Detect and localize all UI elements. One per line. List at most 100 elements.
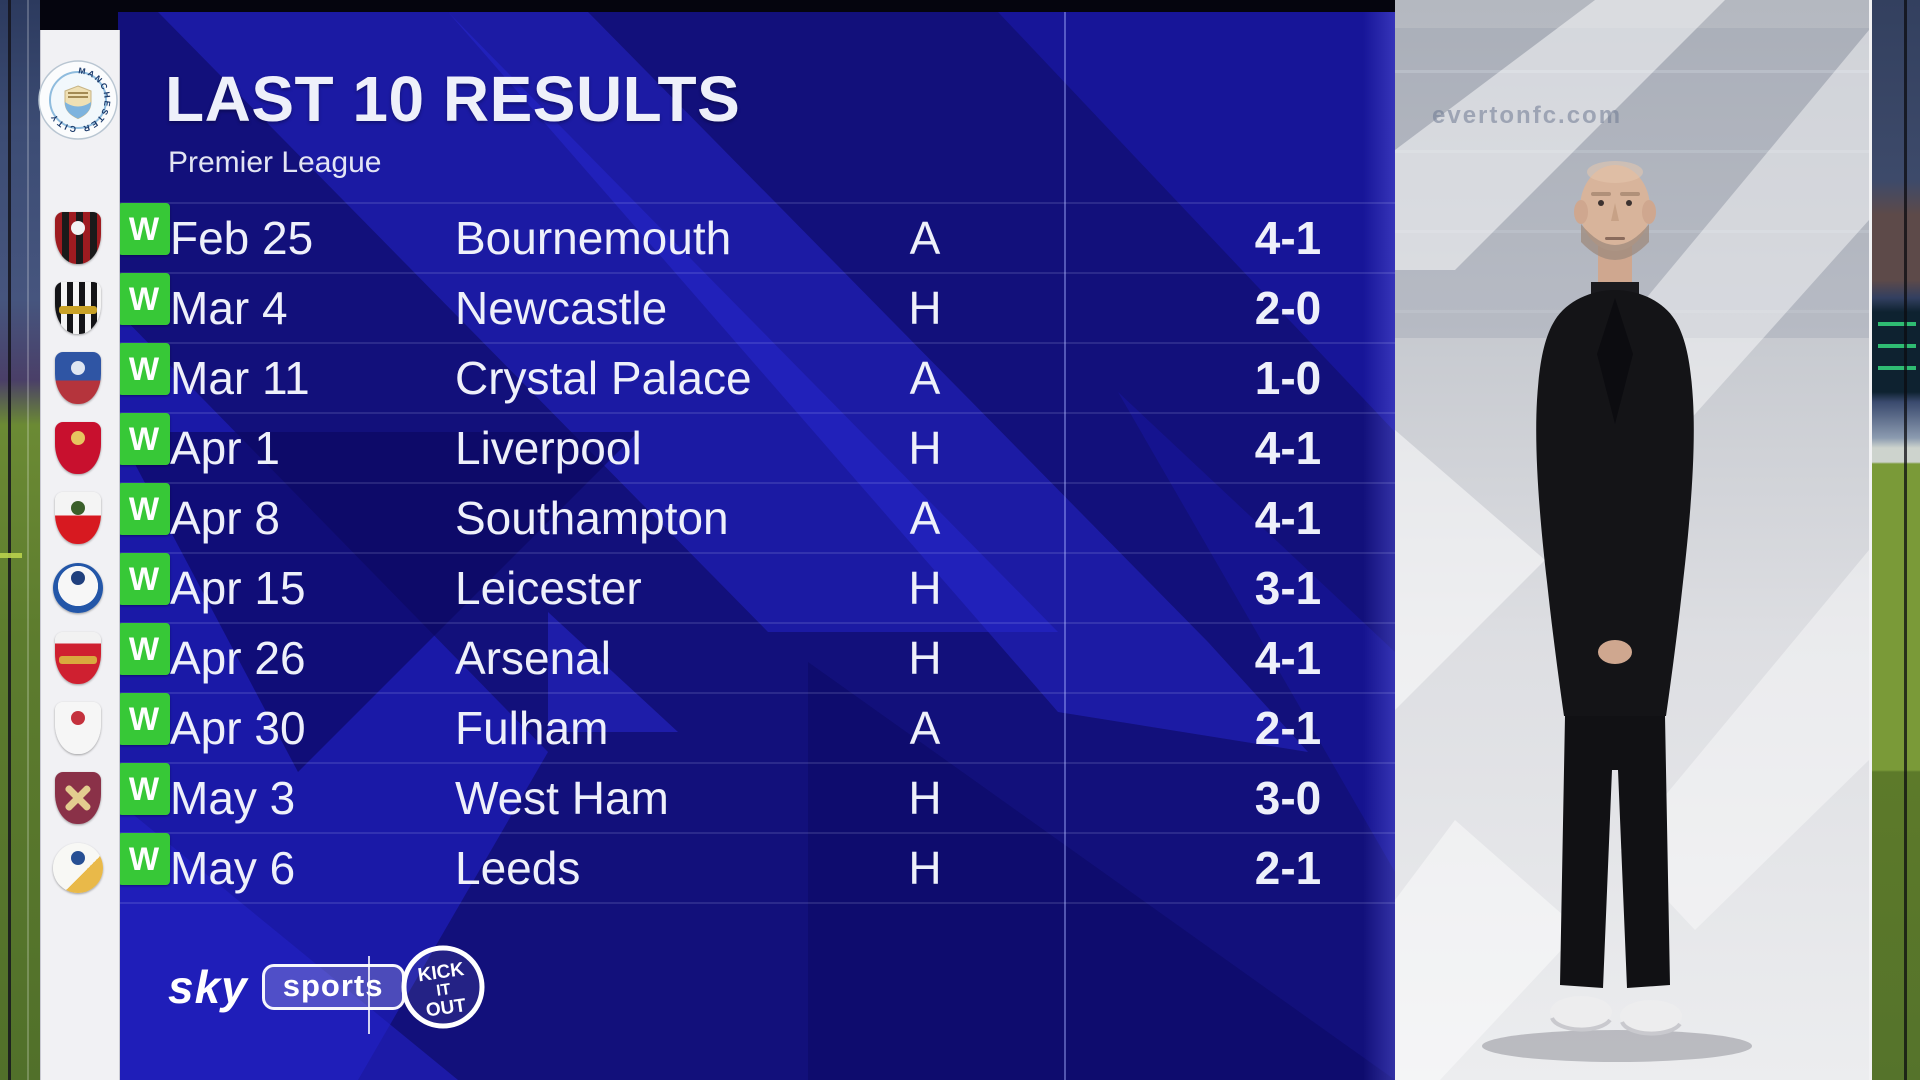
result-score: 3-1 xyxy=(1254,562,1322,614)
video-edge-line-right xyxy=(1904,0,1907,1080)
logo-divider-line xyxy=(368,956,370,1034)
sky-wordmark: sky xyxy=(168,961,248,1013)
row-separator xyxy=(118,762,1395,764)
result-outcome-badge: W xyxy=(118,273,170,325)
result-venue: A xyxy=(909,212,941,264)
row-separator xyxy=(118,272,1395,274)
badge-newcastle xyxy=(51,281,105,335)
result-venue: A xyxy=(909,492,941,544)
result-venue: H xyxy=(908,842,942,894)
result-row: Mar 11 Crystal Palace A W 1-0 xyxy=(118,343,1395,413)
arsenal-emblem xyxy=(58,655,98,664)
result-outcome-letter: W xyxy=(128,281,160,317)
result-outcome-letter: W xyxy=(128,561,160,597)
photo-panel-separator xyxy=(1869,0,1872,1080)
result-row: Feb 25 Bournemouth A W 4-1 xyxy=(118,203,1395,273)
scoreboard-led-line xyxy=(1878,344,1916,348)
result-score: 2-1 xyxy=(1254,702,1322,754)
row-separator xyxy=(118,482,1395,484)
result-date: Apr 30 xyxy=(170,702,306,754)
result-outcome-badge: W xyxy=(118,763,170,815)
result-date: Apr 15 xyxy=(170,562,306,614)
newcastle-emblem xyxy=(58,305,98,314)
result-outcome-badge: W xyxy=(118,623,170,675)
result-date: Apr 8 xyxy=(170,492,280,544)
leicester-emblem xyxy=(71,571,85,585)
sky-sports-logo: sky sports xyxy=(168,961,405,1013)
video-edge-line xyxy=(8,0,11,1080)
page-title: LAST 10 RESULTS xyxy=(165,63,741,135)
result-row: Apr 30 Fulham A W 2-1 xyxy=(118,693,1395,763)
manager-photo xyxy=(1395,0,1869,1080)
result-date: Apr 1 xyxy=(170,422,280,474)
result-opponent: Arsenal xyxy=(455,632,611,684)
result-date: Apr 26 xyxy=(170,632,306,684)
result-outcome-badge: W xyxy=(118,413,170,465)
result-outcome-letter: W xyxy=(128,841,160,877)
result-row: Apr 15 Leicester H W 3-1 xyxy=(118,553,1395,623)
badge-arsenal xyxy=(51,631,105,685)
result-venue: A xyxy=(909,702,941,754)
row-separator xyxy=(118,622,1395,624)
badge-leeds xyxy=(51,841,105,895)
result-outcome-letter: W xyxy=(128,771,160,807)
stadium-video-left-edge xyxy=(0,0,40,1080)
result-venue: H xyxy=(908,282,942,334)
badge-manchester-city: MANCHESTER CITY xyxy=(38,60,118,140)
result-row: Apr 8 Southampton A W 4-1 xyxy=(118,483,1395,553)
liverpool-emblem xyxy=(71,430,85,445)
badge-rail xyxy=(40,30,120,1080)
badge-bournemouth xyxy=(51,211,105,265)
bournemouth-emblem xyxy=(71,220,85,235)
result-opponent: Leeds xyxy=(455,842,581,894)
result-date: Feb 25 xyxy=(170,212,314,264)
result-outcome-letter: W xyxy=(128,491,160,527)
result-venue: H xyxy=(908,632,942,684)
result-venue: H xyxy=(908,422,942,474)
crystal-palace-emblem xyxy=(71,360,85,375)
west-ham-emblem xyxy=(55,772,101,824)
result-row: Apr 26 Arsenal H W 4-1 xyxy=(118,623,1395,693)
result-row: Apr 1 Liverpool H W 4-1 xyxy=(118,413,1395,483)
sports-wordmark: sports xyxy=(261,964,405,1010)
result-outcome-badge: W xyxy=(118,343,170,395)
result-row: May 6 Leeds H W 2-1 xyxy=(118,833,1395,903)
badge-leicester xyxy=(51,561,105,615)
badge-west-ham xyxy=(51,771,105,825)
result-opponent: Crystal Palace xyxy=(455,352,752,404)
scoreboard-led-line xyxy=(1878,322,1916,326)
result-score: 3-0 xyxy=(1254,772,1322,824)
result-date: Mar 11 xyxy=(170,352,310,404)
kio-line-2: IT xyxy=(435,981,452,1000)
video-edge-highlight xyxy=(27,0,29,1080)
result-opponent: Southampton xyxy=(455,492,729,544)
row-separator xyxy=(118,832,1395,834)
pep-guardiola-figure xyxy=(1536,161,1694,1036)
row-separator xyxy=(118,552,1395,554)
result-outcome-letter: W xyxy=(128,701,160,737)
result-score: 1-0 xyxy=(1254,352,1322,404)
result-row: Mar 4 Newcastle H W 2-0 xyxy=(118,273,1395,343)
badge-liverpool xyxy=(51,421,105,475)
result-outcome-badge: W xyxy=(118,833,170,885)
result-opponent: Leicester xyxy=(455,562,642,614)
row-separator xyxy=(118,202,1395,204)
top-border-panel xyxy=(118,0,1395,12)
scoreboard-led-line xyxy=(1878,366,1916,370)
result-score: 2-1 xyxy=(1254,842,1322,894)
kick-it-out-logo: KICK IT OUT xyxy=(400,944,486,1030)
row-separator xyxy=(118,342,1395,344)
result-opponent: Fulham xyxy=(455,702,609,754)
result-row: May 3 West Ham H W 3-0 xyxy=(118,763,1395,833)
competition-subtitle: Premier League xyxy=(168,146,382,179)
result-venue: H xyxy=(908,562,942,614)
result-score: 4-1 xyxy=(1254,632,1322,684)
pitch-board-line xyxy=(0,553,22,558)
stadium-watermark: evertonfc.com xyxy=(1432,102,1623,129)
badge-crystal-palace xyxy=(51,351,105,405)
row-separator xyxy=(118,412,1395,414)
result-opponent: Bournemouth xyxy=(455,212,732,264)
result-outcome-letter: W xyxy=(128,631,160,667)
leeds-emblem xyxy=(71,851,85,865)
